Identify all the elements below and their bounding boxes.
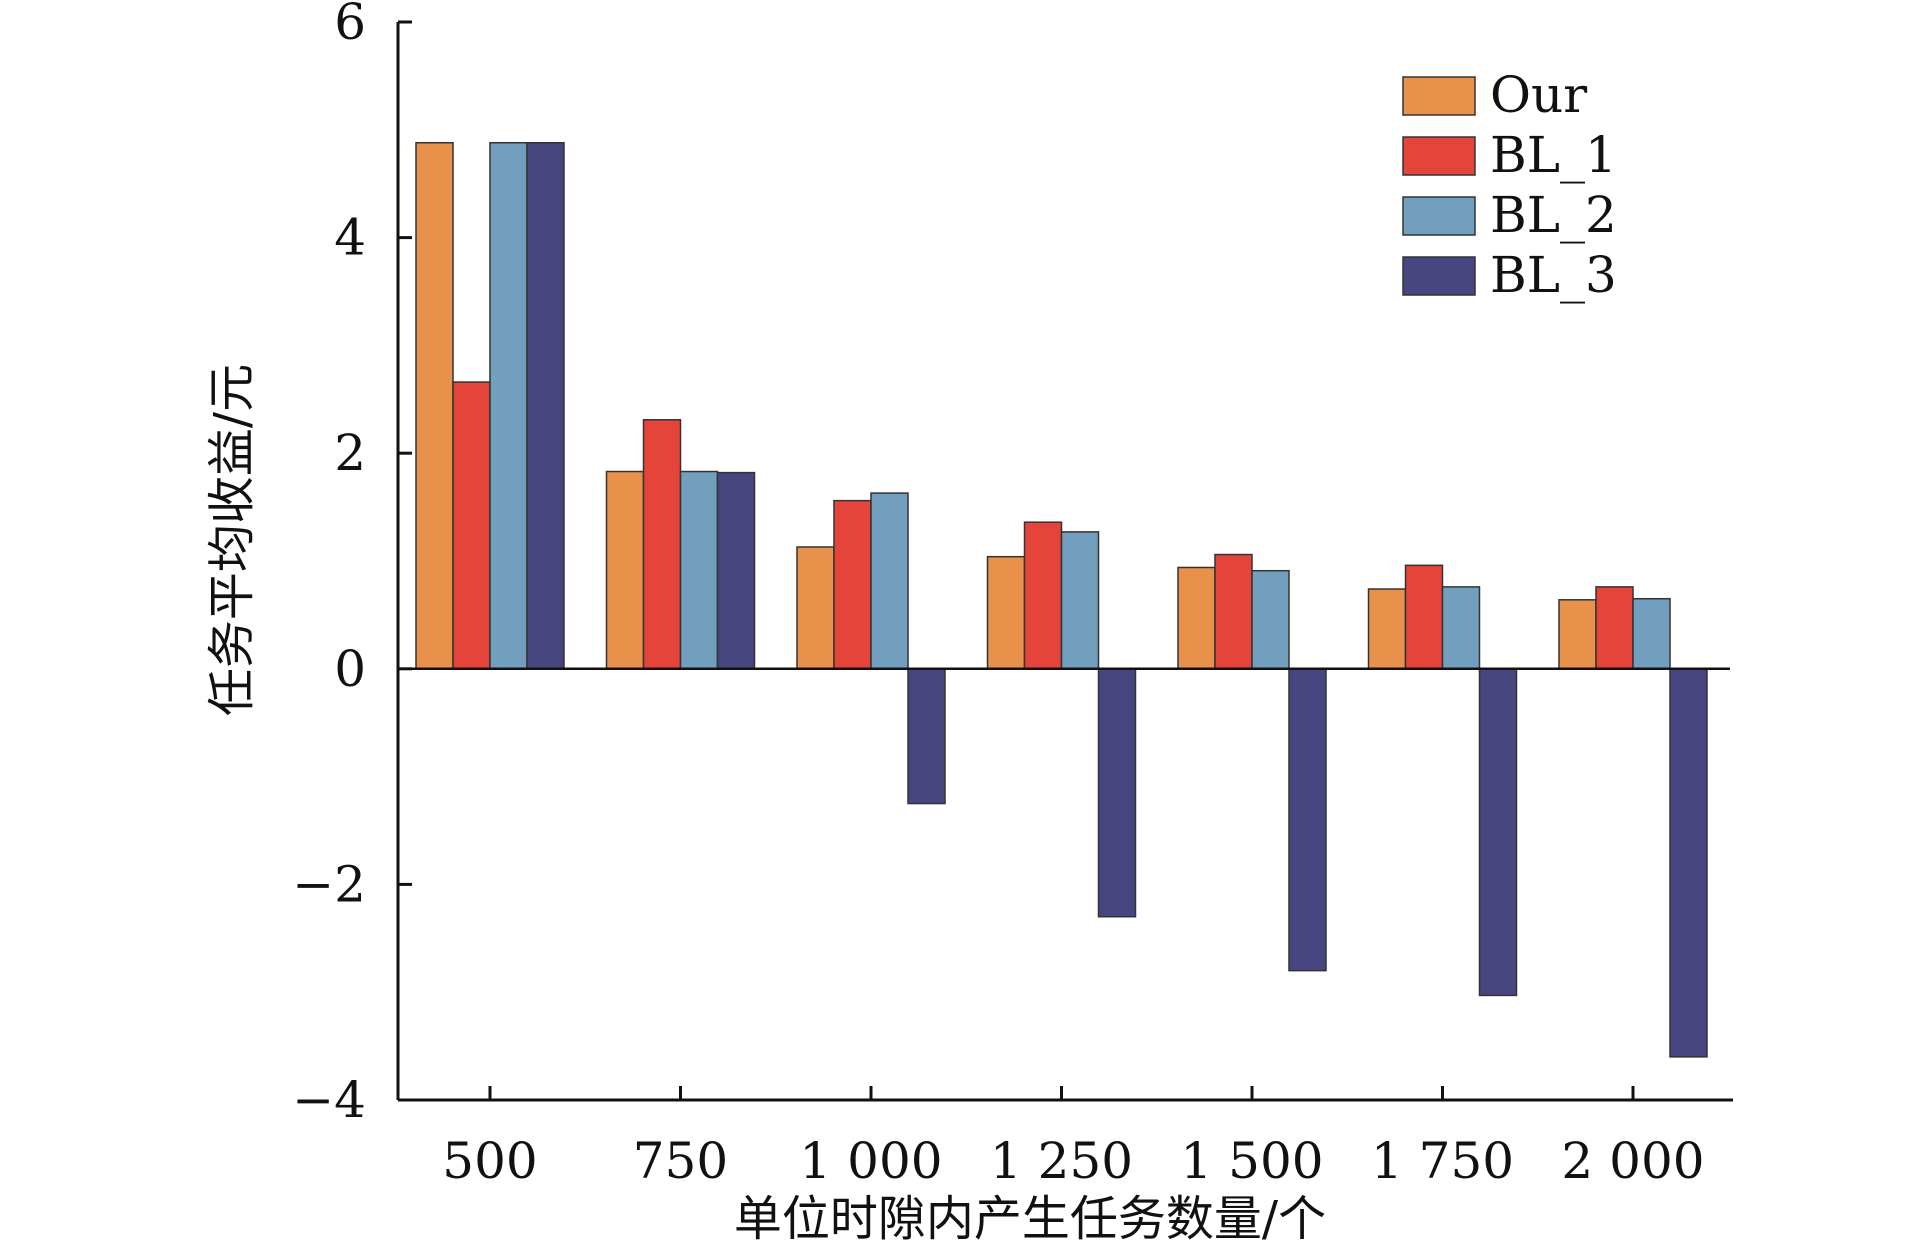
x-axis-title: 单位时隙内产生任务数量/个	[734, 1191, 1326, 1247]
bar-our-7	[1558, 599, 1597, 670]
legend-swatch-bl-1	[1402, 136, 1476, 176]
bar-bl-2-4	[1060, 531, 1100, 670]
x-tick-label: 1 000	[799, 1132, 942, 1190]
x-tick-label: 1 750	[1371, 1132, 1514, 1190]
bar-bl-1-7	[1595, 586, 1634, 670]
bar-our-2	[605, 470, 645, 670]
bar-bl-1-4	[1023, 521, 1063, 670]
bar-bl-2-3	[870, 492, 909, 670]
bar-our-4	[986, 555, 1026, 670]
x-tick-label: 1 250	[990, 1132, 1133, 1190]
y-tick-label: 6	[334, 0, 366, 51]
bar-bl-2-1	[489, 141, 528, 670]
y-tick-label: 2	[334, 424, 366, 482]
bar-our-3	[796, 546, 835, 670]
ticks-group: −4 −2 0 2 4 6 500 750 1 000 1 250 1 500 1 750 2 000	[292, 0, 1704, 1190]
axes-group	[396, 22, 1733, 1102]
bar-bl-3-4	[1097, 668, 1137, 918]
bar-bl-1-1	[452, 381, 491, 670]
legend-label-bl-1: BL_1	[1490, 126, 1617, 184]
legend-swatch-bl-2	[1402, 196, 1476, 236]
bar-our-6	[1367, 588, 1407, 670]
y-axis-title: 任务平均收益/元	[204, 364, 260, 716]
y-tick-label: 0	[334, 640, 366, 698]
bar-bl-2-5	[1251, 569, 1290, 670]
bar-bl-2-2	[679, 470, 719, 670]
bar-bl-3-5	[1288, 668, 1327, 972]
x-tick-label: 2 000	[1561, 1132, 1704, 1190]
bar-bl-3-2	[716, 471, 756, 670]
legend-swatch-our	[1402, 76, 1476, 116]
bar-bl-1-6	[1404, 564, 1444, 670]
bar-our-1	[415, 141, 454, 670]
legend-label-bl-2: BL_2	[1490, 186, 1617, 244]
bar-bl-2-6	[1441, 586, 1481, 670]
bar-bl-2-7	[1632, 597, 1671, 670]
legend-label-bl-3: BL_3	[1490, 246, 1617, 304]
bar-bl-3-6	[1478, 668, 1518, 997]
bar-bl-3-1	[526, 141, 565, 670]
bar-bl-3-3	[907, 668, 946, 805]
y-tick-label: −4	[292, 1071, 366, 1129]
legend-swatch-bl-3	[1402, 256, 1476, 296]
bar-our-5	[1177, 566, 1216, 670]
legend-label-our: Our	[1490, 66, 1587, 124]
y-tick-label: −2	[292, 855, 366, 913]
bars-group	[415, 141, 1708, 1058]
bar-bl-1-2	[642, 419, 682, 670]
y-tick-label: 4	[334, 209, 366, 267]
x-tick-label: 1 500	[1180, 1132, 1323, 1190]
bar-bl-3-7	[1669, 668, 1708, 1058]
bar-bl-1-3	[833, 499, 872, 670]
x-tick-label: 750	[633, 1132, 728, 1190]
x-tick-label: 500	[442, 1132, 537, 1190]
bar-bl-1-5	[1214, 553, 1253, 670]
